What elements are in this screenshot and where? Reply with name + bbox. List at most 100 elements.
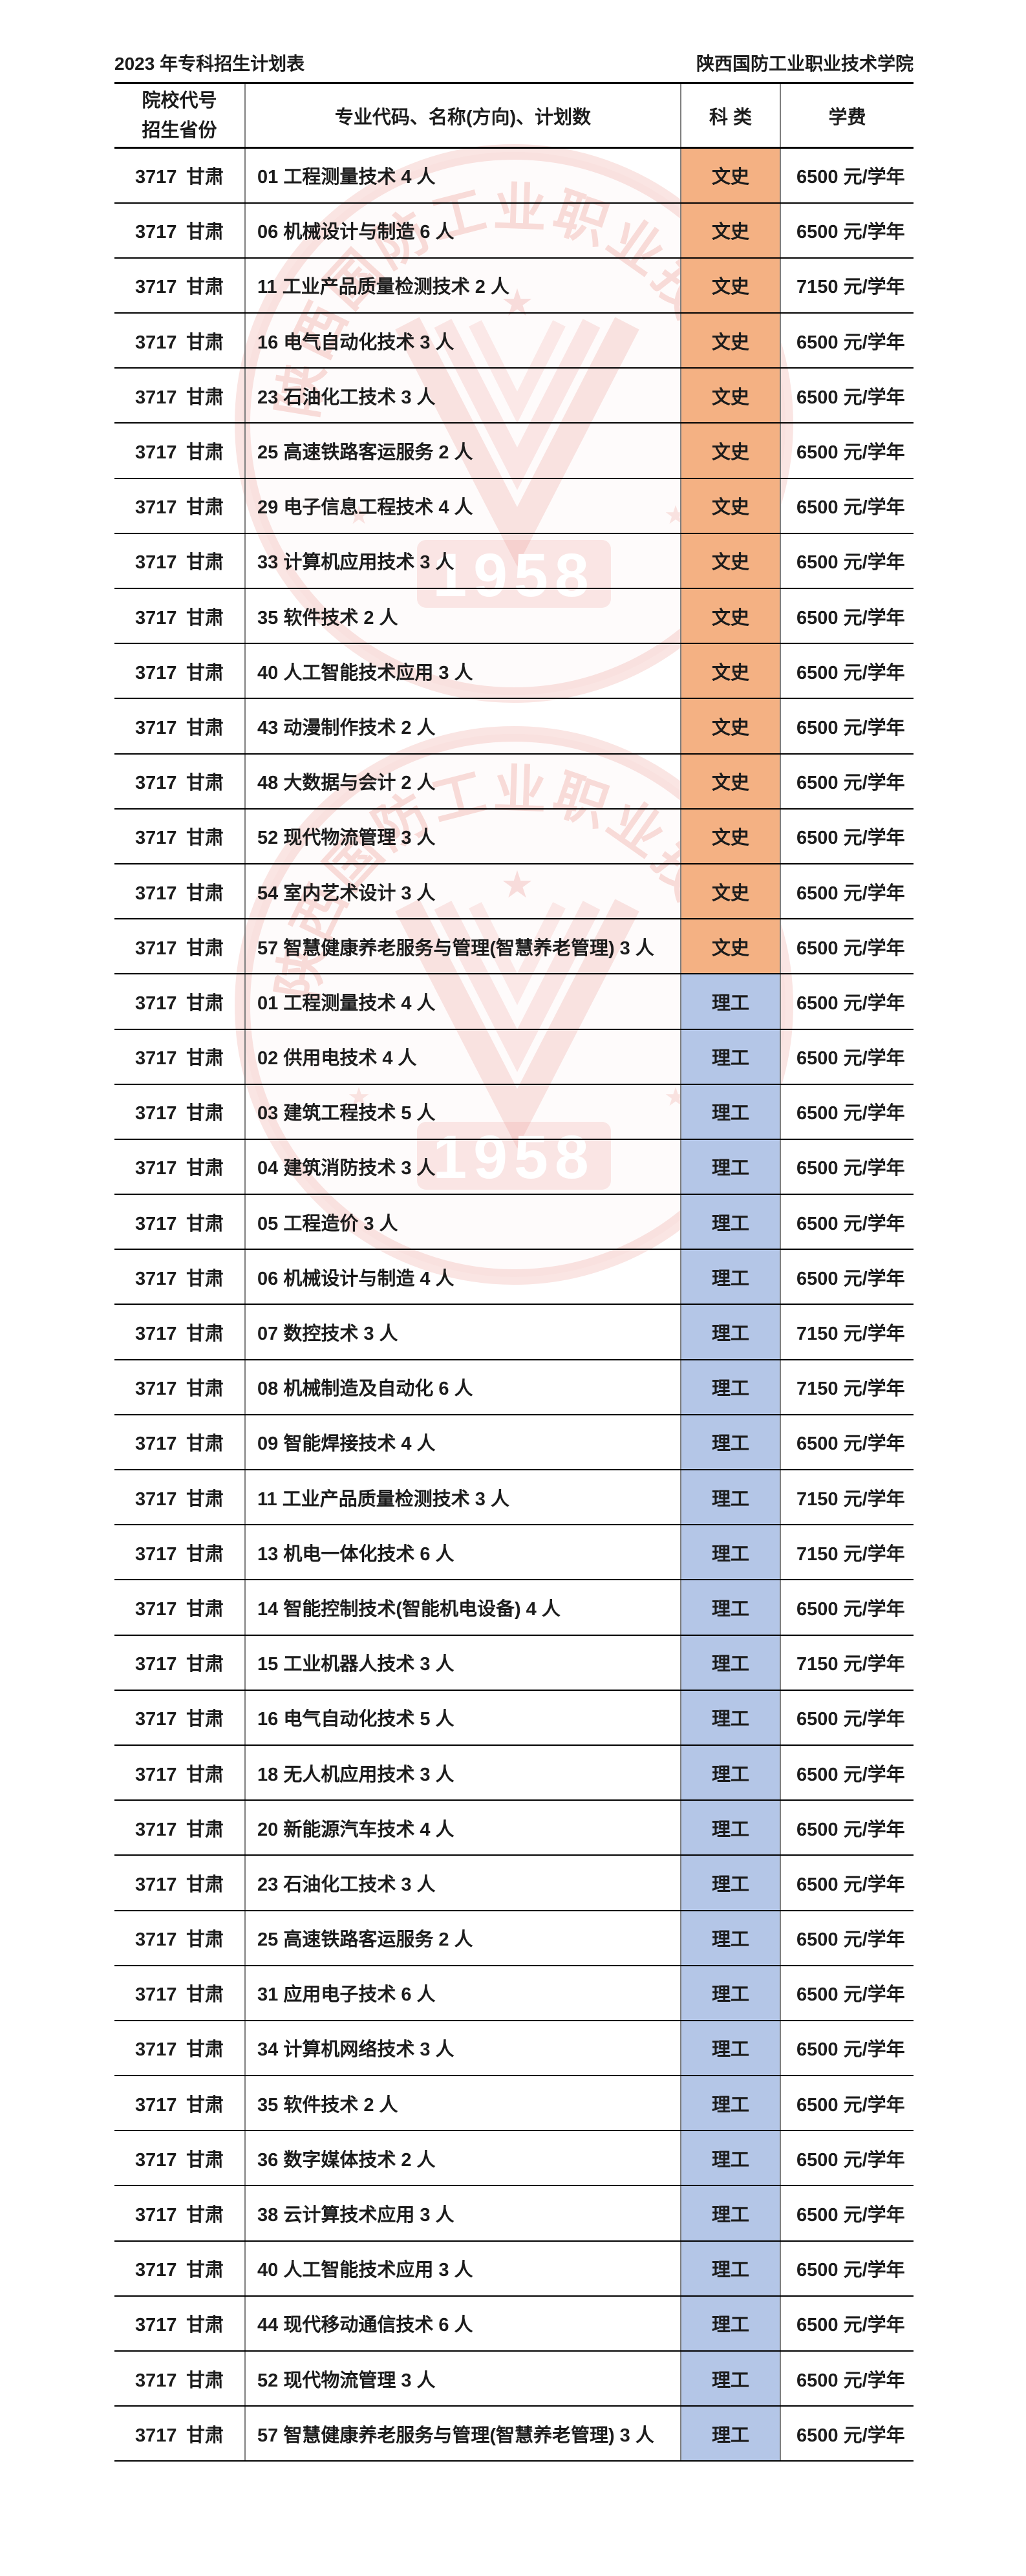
school-name: 陕西国防工业职业技术学院	[696, 54, 914, 74]
tuition-cell: 7150 元/学年	[780, 1304, 914, 1360]
enrollment-plan-table: 院校代号 招生省份 专业代码、名称(方向)、计划数 科 类 学费 3717 甘肃…	[114, 82, 914, 2462]
major-cell: 54 室内艺术设计 3 人	[244, 863, 681, 920]
major-cell: 35 软件技术 2 人	[244, 2076, 681, 2132]
major-cell: 35 软件技术 2 人	[244, 588, 681, 645]
college-province-cell: 3717 甘肃	[114, 2406, 245, 2462]
major-cell: 31 应用电子技术 6 人	[244, 1965, 681, 2021]
college-province-cell: 3717 甘肃	[114, 1249, 245, 1305]
tuition-cell: 6500 元/学年	[780, 588, 914, 645]
tuition-cell: 6500 元/学年	[780, 919, 914, 975]
table-row: 3717 甘肃 23 石油化工技术 3 人 文史 6500 元/学年	[114, 368, 914, 424]
college-province-cell: 3717 甘肃	[114, 2076, 245, 2132]
major-cell: 02 供用电技术 4 人	[244, 1029, 681, 1085]
major-cell: 11 工业产品质量检测技术 2 人	[244, 257, 681, 314]
category-cell: 文史	[681, 919, 781, 975]
category-cell: 理工	[681, 1084, 781, 1140]
category-cell: 理工	[681, 2406, 781, 2462]
header-college-code-label: 院校代号	[142, 90, 217, 111]
table-row: 3717 甘肃 40 人工智能技术应用 3 人 文史 6500 元/学年	[114, 643, 914, 700]
header-row: 院校代号 招生省份 专业代码、名称(方向)、计划数 科 类 学费	[114, 83, 914, 149]
table-row: 3717 甘肃 44 现代移动通信技术 6 人 理工 6500 元/学年	[114, 2295, 914, 2352]
major-cell: 36 数字媒体技术 2 人	[244, 2131, 681, 2187]
college-province-cell: 3717 甘肃	[114, 368, 245, 424]
major-cell: 33 计算机应用技术 3 人	[244, 533, 681, 590]
college-province-cell: 3717 甘肃	[114, 202, 245, 259]
college-province-cell: 3717 甘肃	[114, 313, 245, 369]
tuition-cell: 6500 元/学年	[780, 1139, 914, 1196]
category-cell: 理工	[681, 1194, 781, 1250]
table-row: 3717 甘肃 35 软件技术 2 人 理工 6500 元/学年	[114, 2076, 914, 2132]
page-header: 2023 年专科招生计划表 陕西国防工业职业技术学院	[114, 53, 914, 75]
header-tuition-label: 学费	[780, 83, 914, 149]
table-row: 3717 甘肃 09 智能焊接技术 4 人 理工 6500 元/学年	[114, 1414, 914, 1471]
college-province-cell: 3717 甘肃	[114, 1084, 245, 1140]
tuition-cell: 6500 元/学年	[780, 2240, 914, 2297]
college-province-cell: 3717 甘肃	[114, 147, 245, 204]
header-province-label: 招生省份	[142, 120, 217, 141]
category-cell: 理工	[681, 1690, 781, 1746]
table-row: 3717 甘肃 15 工业机器人技术 3 人 理工 7150 元/学年	[114, 1635, 914, 1691]
category-cell: 文史	[681, 588, 781, 645]
major-cell: 16 电气自动化技术 5 人	[244, 1690, 681, 1746]
college-province-cell: 3717 甘肃	[114, 1304, 245, 1360]
major-cell: 52 现代物流管理 3 人	[244, 2351, 681, 2407]
tuition-cell: 6500 元/学年	[780, 1414, 914, 1471]
category-cell: 文史	[681, 147, 781, 204]
college-province-cell: 3717 甘肃	[114, 478, 245, 534]
college-province-cell: 3717 甘肃	[114, 698, 245, 755]
category-cell: 文史	[681, 753, 781, 810]
tuition-cell: 6500 元/学年	[780, 147, 914, 204]
category-cell: 文史	[681, 863, 781, 920]
major-cell: 06 机械设计与制造 4 人	[244, 1249, 681, 1305]
tuition-cell: 6500 元/学年	[780, 1855, 914, 1911]
tuition-cell: 6500 元/学年	[780, 1965, 914, 2021]
college-province-cell: 3717 甘肃	[114, 1470, 245, 1526]
major-cell: 52 现代物流管理 3 人	[244, 808, 681, 864]
tuition-cell: 6500 元/学年	[780, 2076, 914, 2132]
header-major-label: 专业代码、名称(方向)、计划数	[244, 83, 681, 149]
college-province-cell: 3717 甘肃	[114, 2185, 245, 2242]
tuition-cell: 7150 元/学年	[780, 257, 914, 314]
major-cell: 08 机械制造及自动化 6 人	[244, 1359, 681, 1415]
table-row: 3717 甘肃 57 智慧健康养老服务与管理(智慧养老管理) 3 人 理工 65…	[114, 2406, 914, 2462]
college-province-cell: 3717 甘肃	[114, 1800, 245, 1856]
category-cell: 文史	[681, 478, 781, 534]
major-cell: 06 机械设计与制造 6 人	[244, 202, 681, 259]
table-row: 3717 甘肃 52 现代物流管理 3 人 理工 6500 元/学年	[114, 2351, 914, 2407]
category-cell: 文史	[681, 698, 781, 755]
table-row: 3717 甘肃 20 新能源汽车技术 4 人 理工 6500 元/学年	[114, 1800, 914, 1856]
category-cell: 理工	[681, 1359, 781, 1415]
table-row: 3717 甘肃 43 动漫制作技术 2 人 文史 6500 元/学年	[114, 698, 914, 755]
major-cell: 18 无人机应用技术 3 人	[244, 1744, 681, 1801]
college-province-cell: 3717 甘肃	[114, 1139, 245, 1196]
tuition-cell: 6500 元/学年	[780, 1194, 914, 1250]
category-cell: 理工	[681, 2131, 781, 2187]
major-cell: 44 现代移动通信技术 6 人	[244, 2295, 681, 2352]
major-cell: 57 智慧健康养老服务与管理(智慧养老管理) 3 人	[244, 919, 681, 975]
major-cell: 57 智慧健康养老服务与管理(智慧养老管理) 3 人	[244, 2406, 681, 2462]
major-cell: 43 动漫制作技术 2 人	[244, 698, 681, 755]
table-row: 3717 甘肃 01 工程测量技术 4 人 理工 6500 元/学年	[114, 974, 914, 1030]
major-cell: 13 机电一体化技术 6 人	[244, 1525, 681, 1581]
category-cell: 文史	[681, 533, 781, 590]
college-province-cell: 3717 甘肃	[114, 1744, 245, 1801]
major-cell: 11 工业产品质量检测技术 3 人	[244, 1470, 681, 1526]
major-cell: 23 石油化工技术 3 人	[244, 368, 681, 424]
category-cell: 理工	[681, 1965, 781, 2021]
college-province-cell: 3717 甘肃	[114, 1690, 245, 1746]
major-cell: 40 人工智能技术应用 3 人	[244, 643, 681, 700]
category-cell: 理工	[681, 1800, 781, 1856]
table-body: 3717 甘肃 01 工程测量技术 4 人 文史 6500 元/学年 3717 …	[114, 147, 914, 2462]
page-title: 2023 年专科招生计划表	[114, 54, 305, 74]
table-row: 3717 甘肃 36 数字媒体技术 2 人 理工 6500 元/学年	[114, 2131, 914, 2187]
tuition-cell: 6500 元/学年	[780, 1910, 914, 1966]
table-row: 3717 甘肃 08 机械制造及自动化 6 人 理工 7150 元/学年	[114, 1359, 914, 1415]
category-cell: 理工	[681, 1744, 781, 1801]
college-province-cell: 3717 甘肃	[114, 1635, 245, 1691]
table-row: 3717 甘肃 13 机电一体化技术 6 人 理工 7150 元/学年	[114, 1525, 914, 1581]
college-province-cell: 3717 甘肃	[114, 2240, 245, 2297]
college-province-cell: 3717 甘肃	[114, 1359, 245, 1415]
category-cell: 理工	[681, 1249, 781, 1305]
tuition-cell: 6500 元/学年	[780, 2351, 914, 2407]
tuition-cell: 6500 元/学年	[780, 974, 914, 1030]
